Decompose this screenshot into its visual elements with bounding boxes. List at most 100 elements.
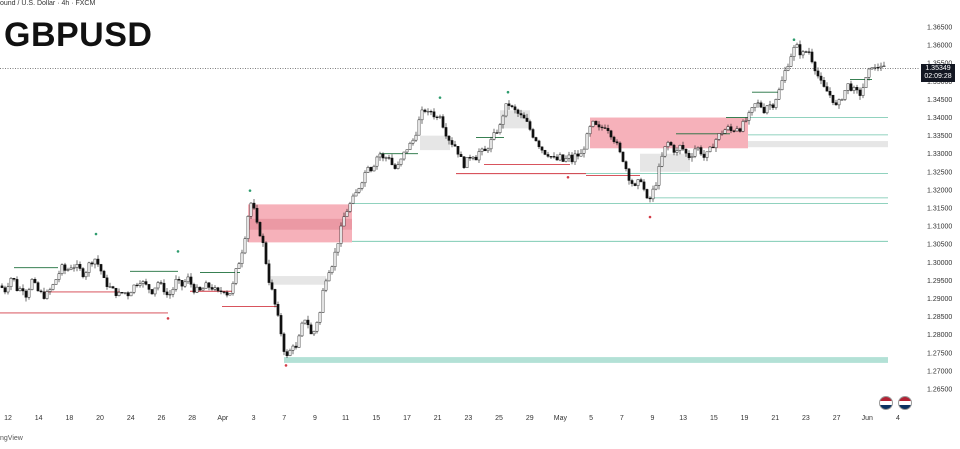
bullish-candle [9, 278, 13, 287]
x-tick-label: 15 [710, 415, 718, 422]
demand-zone [420, 135, 450, 151]
x-tick-label: 13 [679, 415, 687, 422]
bullish-candle [318, 312, 322, 323]
bullish-candle [735, 128, 739, 132]
bullish-candle [288, 350, 292, 356]
bearish-candle [24, 290, 28, 298]
bullish-candle [132, 284, 136, 293]
bullish-candle [741, 121, 745, 132]
bull-swing-mark [94, 232, 98, 236]
bearish-candle [279, 315, 283, 335]
bullish-candle [498, 124, 502, 133]
bearish-candle [165, 291, 169, 296]
bearish-candle [849, 83, 853, 91]
bearish-candle [495, 132, 499, 134]
y-tick-label: 1.28000 [927, 332, 952, 339]
bearish-candle [834, 102, 838, 106]
bullish-candle [879, 65, 883, 69]
bearish-candle [810, 51, 814, 63]
bearish-candle [612, 136, 616, 142]
bullish-candle [414, 134, 418, 141]
x-tick-label: 7 [282, 415, 286, 422]
bearish-candle [597, 124, 601, 128]
demand-zone [640, 153, 690, 172]
bearish-candle [513, 106, 517, 111]
bullish-candle [636, 179, 640, 186]
bullish-candle [723, 129, 727, 134]
bull-swing-mark [792, 38, 796, 42]
bullish-candle [753, 103, 757, 108]
bullish-candle [591, 120, 595, 127]
candles-layer [0, 40, 886, 358]
bullish-candle [372, 165, 376, 172]
bearish-candle [537, 140, 541, 148]
bullish-candle [246, 216, 250, 239]
y-tick-label: 1.27000 [927, 368, 952, 375]
bearish-candle [462, 156, 466, 168]
bullish-candle [195, 286, 199, 293]
y-tick-label: 1.36000 [927, 43, 952, 50]
bullish-candle [678, 145, 682, 151]
demand-zone [748, 141, 888, 148]
chart-title: GBPUSD [4, 16, 153, 54]
supply_inner-zone [248, 218, 352, 230]
bearish-candle [390, 157, 394, 166]
bearish-candle [816, 70, 820, 77]
bullish-candle [27, 289, 31, 298]
bullish-candle [846, 83, 850, 91]
x-tick-label: 27 [833, 415, 841, 422]
y-tick-label: 1.32000 [927, 187, 952, 194]
bullish-candle [174, 279, 178, 290]
bullish-candle [768, 104, 772, 107]
bearish-candle [825, 86, 829, 92]
demand-zone [270, 276, 326, 285]
bullish-candle [84, 272, 88, 278]
x-tick-label: May [554, 415, 568, 422]
bullish-candle [342, 216, 346, 227]
us-flag-icon[interactable] [879, 396, 893, 410]
bullish-candle [399, 158, 403, 165]
bull-swing-mark [438, 96, 442, 99]
x-tick-label: 11 [342, 415, 349, 422]
bearish-candle [255, 207, 259, 223]
x-tick-label: 29 [526, 415, 534, 422]
x-tick-label: 28 [188, 415, 196, 422]
bearish-candle [114, 287, 118, 296]
bullish-candle [153, 287, 157, 295]
bearish-candle [528, 121, 532, 130]
bearish-candle [618, 142, 622, 153]
bullish-candle [396, 164, 400, 169]
us-flag-icon[interactable] [898, 396, 912, 410]
bullish-candle [438, 116, 442, 118]
bearish-candle [432, 111, 436, 118]
bullish-candle [789, 56, 793, 67]
x-tick-label: 12 [4, 415, 12, 422]
bear-swing-mark [648, 215, 652, 219]
zones-layer [248, 110, 888, 363]
bearish-candle [681, 145, 685, 150]
bearish-candle [441, 116, 445, 128]
y-tick-label: 1.29500 [927, 278, 952, 285]
bearish-candle [759, 102, 763, 108]
bearish-candle [474, 156, 478, 161]
bearish-candle [615, 141, 619, 144]
bullish-candle [48, 289, 52, 292]
bullish-candle [75, 264, 79, 268]
bearish-candle [3, 287, 7, 293]
x-tick-label: 25 [495, 415, 503, 422]
x-tick-label: 7 [620, 415, 624, 422]
bearish-candle [531, 129, 535, 138]
bearish-candle [858, 89, 862, 96]
bearish-candle [570, 154, 574, 163]
bullish-candle [408, 142, 412, 150]
bullish-candle [585, 133, 589, 150]
bear-swing-mark [284, 364, 288, 367]
bearish-candle [576, 153, 580, 157]
bearish-candle [78, 264, 82, 269]
bullish-candle [123, 292, 127, 294]
y-tick-label: 1.34000 [927, 115, 952, 122]
x-tick-label: 18 [65, 415, 73, 422]
y-tick-label: 1.30000 [927, 260, 952, 267]
